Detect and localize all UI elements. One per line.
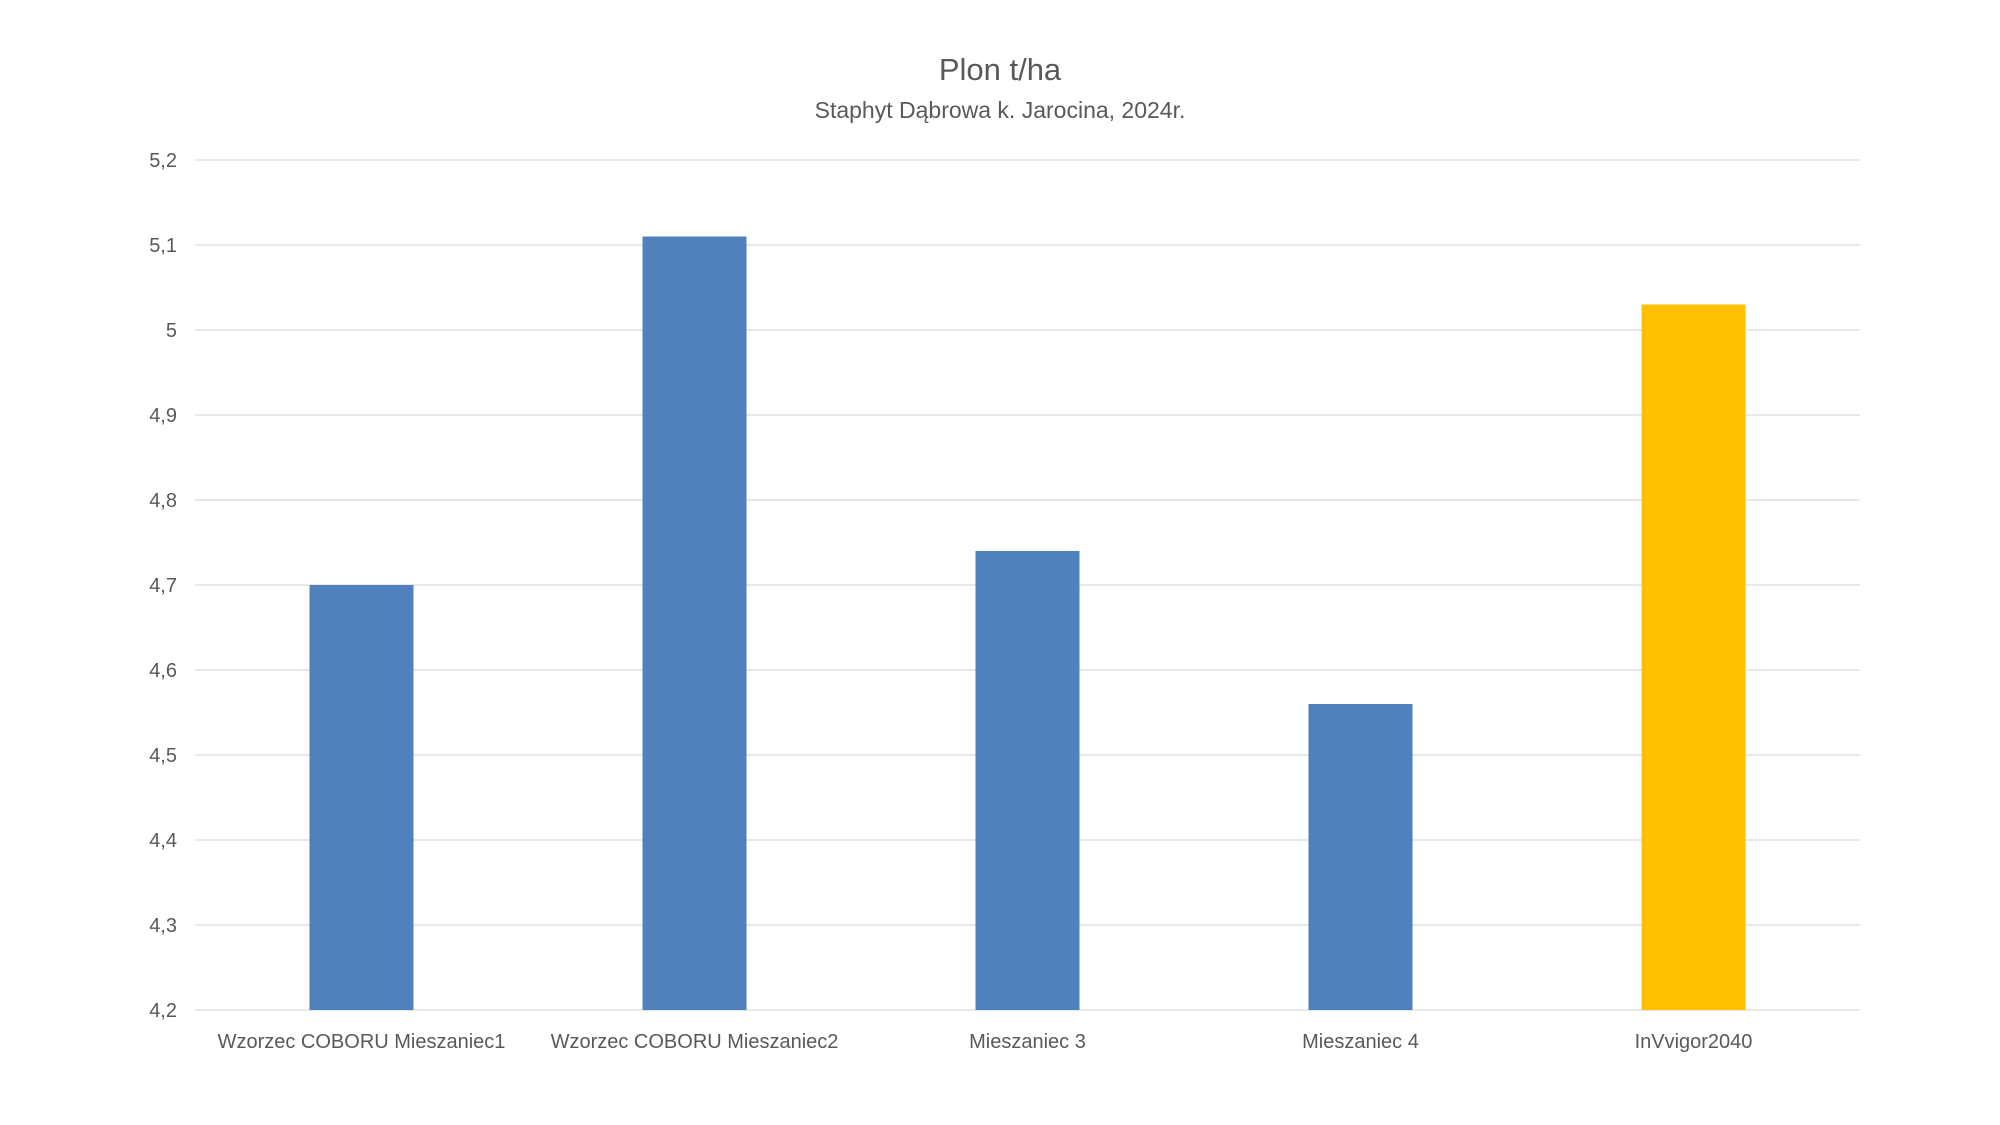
y-tick-label: 5,1 xyxy=(149,235,177,257)
bar xyxy=(975,551,1080,1010)
bar xyxy=(1641,304,1746,1010)
y-tick-label: 4,8 xyxy=(149,490,177,512)
x-category-label: InVvigor2040 xyxy=(1635,1031,1753,1053)
x-category-label: Mieszaniec 3 xyxy=(969,1031,1086,1053)
bar xyxy=(642,236,747,1010)
x-category-label: Wzorzec COBORU Mieszaniec1 xyxy=(218,1031,506,1053)
bar xyxy=(1308,704,1413,1010)
x-category-label: Mieszaniec 4 xyxy=(1302,1031,1419,1053)
y-tick-label: 5,2 xyxy=(149,150,177,172)
y-tick-label: 4,7 xyxy=(149,575,177,597)
y-tick-label: 4,6 xyxy=(149,660,177,682)
chart-subtitle: Staphyt Dąbrowa k. Jarocina, 2024r. xyxy=(814,97,1186,123)
chart-title: Plon t/ha xyxy=(938,52,1062,87)
y-tick-label: 5 xyxy=(166,320,177,342)
bar xyxy=(309,585,414,1010)
x-category-label: Wzorzec COBORU Mieszaniec2 xyxy=(551,1031,839,1053)
y-tick-label: 4,4 xyxy=(149,830,177,852)
y-tick-label: 4,3 xyxy=(149,915,177,937)
y-tick-label: 4,2 xyxy=(149,1000,177,1022)
y-tick-label: 4,5 xyxy=(149,745,177,767)
y-tick-label: 4,9 xyxy=(149,405,177,427)
